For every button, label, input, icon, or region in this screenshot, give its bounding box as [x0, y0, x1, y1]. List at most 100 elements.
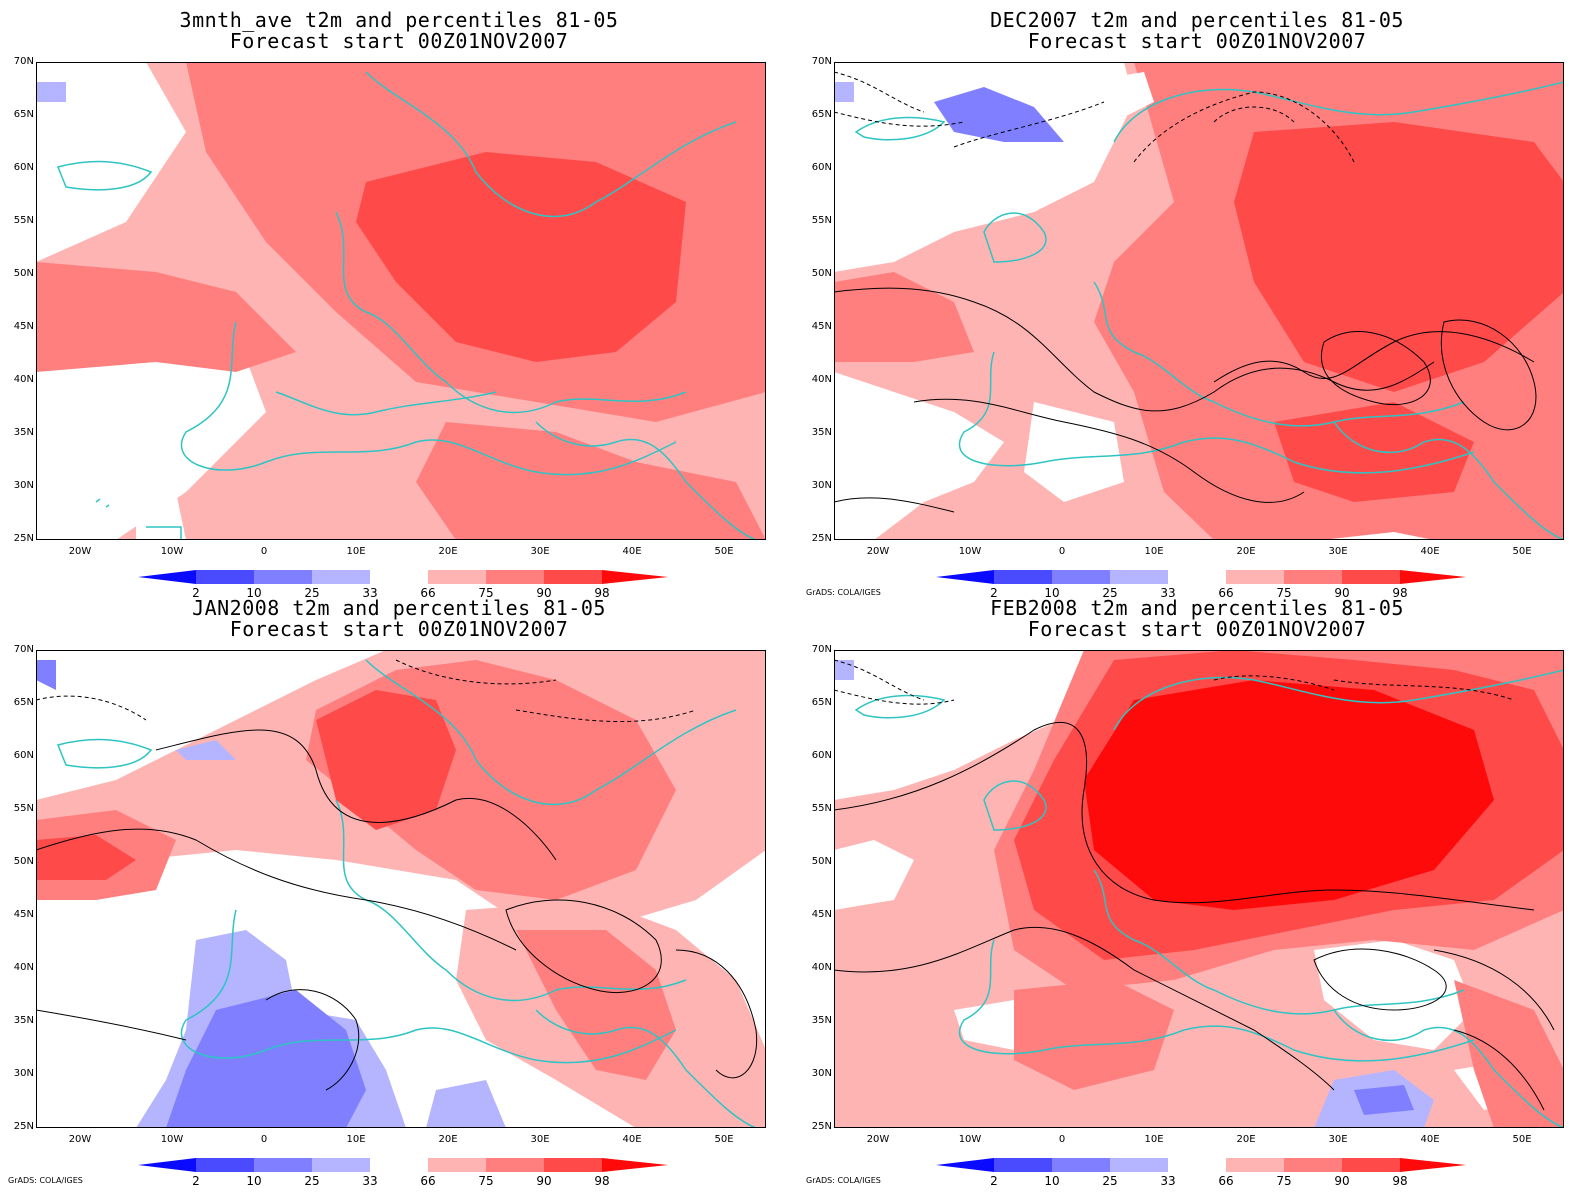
- panel-subtitle: Forecast start 00Z01NOV2007: [229, 617, 569, 641]
- lat-label: 70N: [13, 56, 34, 67]
- lon-label: 10W: [958, 1134, 982, 1145]
- legend-label: 75: [1276, 1174, 1292, 1188]
- lon-label: 0: [1058, 546, 1066, 557]
- lat-label: 40N: [811, 962, 832, 973]
- lat-label: 40N: [13, 374, 34, 385]
- lat-label: 35N: [13, 427, 34, 438]
- lon-label: 0: [260, 546, 268, 557]
- map-area: [36, 62, 766, 540]
- legend-label: 90: [536, 1174, 552, 1188]
- legend-label: 25: [1102, 586, 1118, 600]
- legend-label: 66: [420, 586, 436, 600]
- lon-label: 40E: [1420, 546, 1440, 557]
- lon-label: 0: [260, 1134, 268, 1145]
- legend-label: 2: [990, 1174, 998, 1188]
- panel-subtitle: Forecast start 00Z01NOV2007: [229, 29, 569, 53]
- map-frame: [36, 650, 766, 1128]
- lat-label: 45N: [13, 909, 34, 920]
- lat-label: 50N: [811, 268, 832, 279]
- panel-feb2008: FEB2008 t2m and percentiles 81-05 Foreca…: [798, 588, 1596, 1188]
- grads-credit: GrADS: COLA/IGES: [806, 588, 881, 597]
- lon-label: 20W: [68, 546, 92, 557]
- grads-credit: GrADS: COLA/IGES: [806, 1176, 881, 1185]
- legend-label: 75: [478, 1174, 494, 1188]
- panel-title: 3mnth_ave t2m and percentiles 81-05: [179, 8, 619, 32]
- lon-label: 20E: [1236, 546, 1256, 557]
- lon-label: 50E: [1512, 1134, 1532, 1145]
- panel-title: FEB2008 t2m and percentiles 81-05: [990, 596, 1404, 620]
- lon-label: 40E: [622, 1134, 642, 1145]
- lat-label: 70N: [811, 644, 832, 655]
- lon-label: 20E: [438, 546, 458, 557]
- lon-label: 20E: [438, 1134, 458, 1145]
- color-legend: [138, 570, 668, 584]
- lat-label: 45N: [13, 321, 34, 332]
- lat-label: 70N: [13, 644, 34, 655]
- legend-label: 10: [246, 586, 262, 600]
- map-area: [834, 62, 1564, 540]
- lon-label: 10E: [1144, 546, 1164, 557]
- lat-label: 50N: [13, 268, 34, 279]
- lat-label: 60N: [811, 162, 832, 173]
- panel-jan2008: JAN2008 t2m and percentiles 81-05 Foreca…: [0, 588, 798, 1188]
- lat-label: 60N: [13, 162, 34, 173]
- lat-label: 65N: [13, 109, 34, 120]
- legend-label: 10: [246, 1174, 262, 1188]
- lon-label: 30E: [1328, 1134, 1348, 1145]
- legend-label: 75: [1276, 586, 1292, 600]
- legend-label: 10: [1044, 1174, 1060, 1188]
- lon-label: 30E: [1328, 546, 1348, 557]
- lon-label: 20W: [68, 1134, 92, 1145]
- legend-label: 90: [536, 586, 552, 600]
- lon-label: 50E: [714, 1134, 734, 1145]
- panel-dec2007: DEC2007 t2m and percentiles 81-05 Foreca…: [798, 0, 1596, 600]
- lon-label: 10E: [346, 1134, 366, 1145]
- lat-label: 65N: [811, 109, 832, 120]
- lat-label: 30N: [13, 1068, 34, 1079]
- lon-label: 10W: [958, 546, 982, 557]
- lat-label: 55N: [13, 215, 34, 226]
- legend-label: 66: [1218, 586, 1234, 600]
- legend-label: 2: [192, 586, 200, 600]
- legend-label: 25: [304, 586, 320, 600]
- legend-label: 33: [362, 586, 378, 600]
- lat-label: 70N: [811, 56, 832, 67]
- legend-label: 25: [1102, 1174, 1118, 1188]
- legend-label: 90: [1334, 586, 1350, 600]
- lat-label: 35N: [13, 1015, 34, 1026]
- lat-label: 50N: [13, 856, 34, 867]
- lat-label: 25N: [811, 1121, 832, 1132]
- lon-label: 50E: [1512, 546, 1532, 557]
- legend-label: 10: [1044, 586, 1060, 600]
- legend-label: 66: [1218, 1174, 1234, 1188]
- lat-label: 35N: [811, 1015, 832, 1026]
- lat-label: 65N: [13, 697, 34, 708]
- map-shading: [36, 62, 766, 540]
- panel-subtitle: Forecast start 00Z01NOV2007: [1027, 29, 1367, 53]
- lon-label: 40E: [1420, 1134, 1440, 1145]
- lat-label: 55N: [811, 803, 832, 814]
- panel-3month-average: 3mnth_ave t2m and percentiles 81-05 Fore…: [0, 0, 798, 600]
- legend-label: 33: [362, 1174, 378, 1188]
- lat-label: 65N: [811, 697, 832, 708]
- map-area: [834, 650, 1564, 1128]
- lat-label: 35N: [811, 427, 832, 438]
- lon-label: 20E: [1236, 1134, 1256, 1145]
- lon-label: 10E: [346, 546, 366, 557]
- map-shading: [834, 650, 1564, 1128]
- lon-label: 0: [1058, 1134, 1066, 1145]
- panel-subtitle: Forecast start 00Z01NOV2007: [1027, 617, 1367, 641]
- legend-label: 2: [192, 1174, 200, 1188]
- lat-label: 30N: [811, 1068, 832, 1079]
- legend-label: 98: [594, 586, 610, 600]
- lat-label: 25N: [13, 1121, 34, 1132]
- legend-label: 25: [304, 1174, 320, 1188]
- color-legend: [138, 1158, 668, 1172]
- lon-label: 40E: [622, 546, 642, 557]
- legend-label: 66: [420, 1174, 436, 1188]
- legend-label: 98: [594, 1174, 610, 1188]
- panel-title: DEC2007 t2m and percentiles 81-05: [990, 8, 1404, 32]
- color-legend: [936, 570, 1466, 584]
- lat-label: 50N: [811, 856, 832, 867]
- legend-label: 75: [478, 586, 494, 600]
